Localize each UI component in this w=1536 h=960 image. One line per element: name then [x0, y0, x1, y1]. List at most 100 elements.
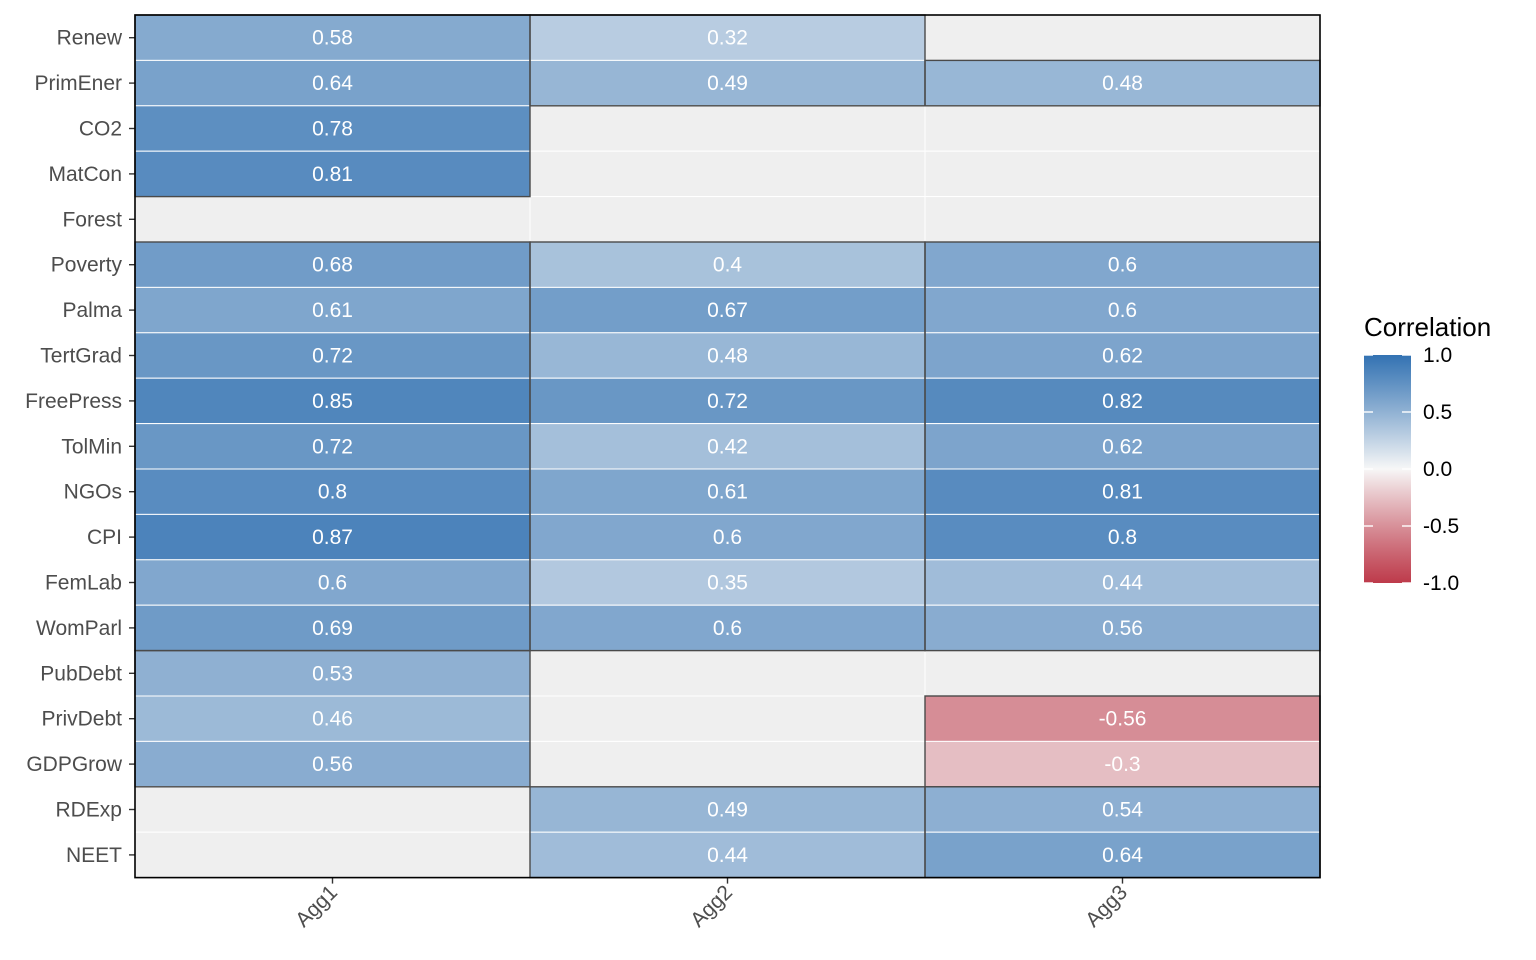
heatmap-cell: [529, 105, 926, 152]
heatmap-cell: [529, 786, 926, 833]
heatmap-cell: [529, 513, 926, 561]
cell-value-label: 0.78: [312, 118, 353, 141]
cell-value-label: 0.72: [312, 435, 353, 458]
y-tick-label: TertGrad: [40, 345, 122, 368]
heatmap-cell: [529, 695, 926, 742]
legend-tick-label: 0.0: [1423, 458, 1452, 481]
y-tick-label: CO2: [79, 118, 122, 141]
x-tick-label: Agg2: [686, 881, 737, 932]
heatmap-cell: [134, 559, 531, 606]
cell-value-label: 0.4: [713, 254, 743, 277]
cell-value-label: -0.3: [1104, 753, 1140, 776]
cell-value-label: 0.48: [1102, 72, 1143, 95]
x-tick-label: Agg1: [291, 881, 342, 932]
heatmap-cell: [134, 786, 531, 833]
legend-tick-label: 0.5: [1423, 401, 1452, 424]
cell-value-label: 0.49: [707, 72, 748, 95]
cell-value-label: 0.61: [312, 299, 353, 322]
heatmap-cell: [924, 831, 1321, 879]
y-tick-label: FreePress: [25, 390, 122, 413]
cell-value-label: 0.54: [1102, 799, 1143, 822]
cell-value-label: 0.8: [318, 481, 347, 504]
cell-value-label: 0.72: [312, 345, 353, 368]
cell-value-label: 0.81: [1102, 481, 1143, 504]
heatmap-cell: [924, 150, 1321, 198]
heatmap-cell: [924, 241, 1321, 288]
cell-value-label: -0.56: [1099, 708, 1147, 731]
heatmap-cell: [529, 14, 926, 61]
heatmap-cell: [529, 423, 926, 470]
heatmap-cell: [924, 196, 1321, 243]
cell-value-label: 0.68: [312, 254, 353, 277]
y-tick-label: TolMin: [61, 435, 122, 458]
cell-value-label: 0.44: [1102, 572, 1143, 595]
cell-value-label: 0.85: [312, 390, 353, 413]
heatmap-cell: [924, 286, 1321, 334]
legend-tick-label: 1.0: [1423, 344, 1452, 367]
y-tick-label: Renew: [57, 27, 123, 50]
heatmap-cell: [529, 831, 926, 879]
x-tick-label: Agg3: [1081, 881, 1132, 932]
cell-value-label: 0.69: [312, 617, 353, 640]
heatmap-cell: [924, 377, 1321, 425]
cell-value-label: 0.72: [707, 390, 748, 413]
heatmap-cell: [134, 377, 531, 425]
cell-value-label: 0.48: [707, 345, 748, 368]
heatmap-cell: [529, 196, 926, 243]
cell-value-label: 0.64: [1102, 844, 1143, 867]
heatmap-cell: [134, 650, 531, 697]
cell-value-label: 0.6: [318, 572, 347, 595]
y-tick-label: NEET: [66, 844, 122, 867]
cell-value-label: 0.61: [707, 481, 748, 504]
heatmap-cell: [924, 14, 1321, 61]
heatmap-cell: [134, 196, 531, 243]
cell-value-label: 0.64: [312, 72, 353, 95]
cell-value-label: 0.6: [713, 526, 742, 549]
y-tick-label: GDPGrow: [26, 753, 123, 776]
cell-value-label: 0.62: [1102, 435, 1143, 458]
heatmap-cell: [529, 650, 926, 697]
heatmap-cell: [924, 559, 1321, 606]
y-tick-label: Forest: [62, 208, 122, 231]
y-tick-label: CPI: [87, 526, 122, 549]
y-tick-label: PrimEner: [34, 72, 122, 95]
heatmap-cell: [529, 740, 926, 788]
heatmap-cell: [924, 59, 1321, 107]
color-legend: Correlation 1.0 0.5 0.0 -0.5 -1.0: [1364, 312, 1491, 595]
heatmap-cell: [924, 513, 1321, 561]
cell-value-label: 0.82: [1102, 390, 1143, 413]
y-tick-label: RDExp: [55, 799, 122, 822]
y-tick-label: PrivDebt: [41, 708, 122, 731]
heatmap-cell: [134, 740, 531, 788]
y-tick-label: Palma: [62, 299, 122, 322]
cell-value-label: 0.42: [707, 435, 748, 458]
y-tick-label: FemLab: [45, 572, 122, 595]
cell-value-label: 0.62: [1102, 345, 1143, 368]
cell-value-label: 0.56: [312, 753, 353, 776]
heatmap-cell: [134, 695, 531, 742]
heatmap-cell: [134, 59, 531, 107]
legend-ticks: 1.0 0.5 0.0 -0.5 -1.0: [1364, 344, 1459, 595]
heatmap-cell: [134, 105, 531, 152]
y-tick-label: Poverty: [51, 254, 123, 277]
heatmap-cell: [924, 105, 1321, 152]
cell-value-label: 0.35: [707, 572, 748, 595]
y-tick-label: PubDebt: [40, 662, 122, 685]
y-tick-label: WomParl: [36, 617, 122, 640]
cell-value-label: 0.56: [1102, 617, 1143, 640]
y-axis-labels: Renew PrimEner CO2 MatCon Forest Poverty Palma…: [25, 27, 135, 867]
heatmap-cell: [924, 740, 1321, 788]
heatmap-cell: [529, 150, 926, 198]
heatmap-cells: 0.58 0.32 0.64 0.49 0.48 0.78 0.81 0.68 0.4 0.6 0.…: [134, 14, 1321, 879]
panel-border: [134, 14, 1321, 879]
cell-value-label: 0.53: [312, 662, 353, 685]
y-tick-label: MatCon: [48, 163, 122, 186]
cell-value-label: 0.6: [1108, 254, 1137, 277]
cell-value-label: 0.67: [707, 299, 748, 322]
y-tick-label: NGOs: [64, 481, 122, 504]
heatmap-cell: [924, 468, 1321, 515]
legend-tick-label: -1.0: [1423, 572, 1459, 595]
cell-value-label: 0.46: [312, 708, 353, 731]
cell-value-label: 0.32: [707, 27, 748, 50]
